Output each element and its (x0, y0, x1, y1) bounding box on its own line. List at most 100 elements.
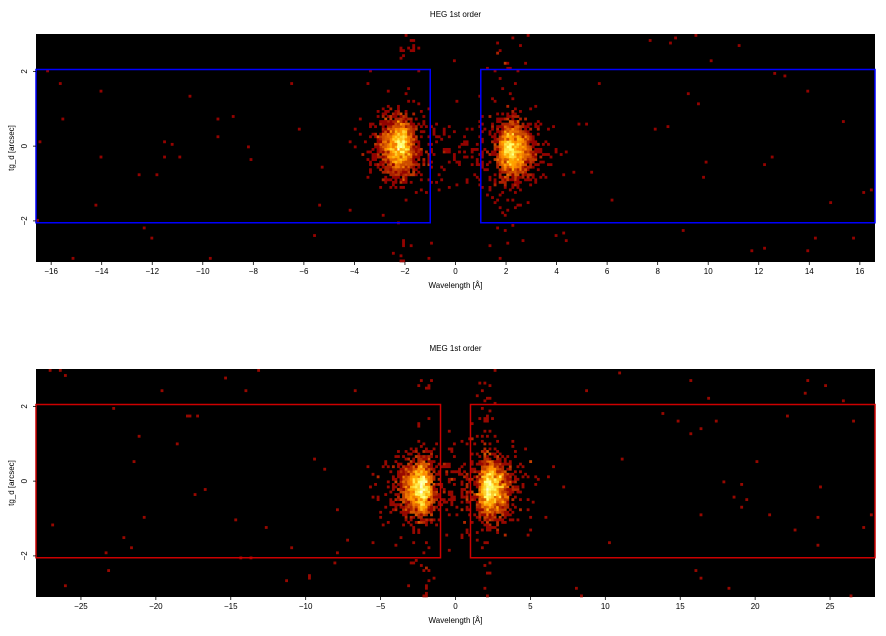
event-cell (404, 450, 408, 453)
event-cell (513, 153, 517, 156)
event-cell (422, 450, 426, 453)
event-cell (402, 470, 405, 474)
y-axis-label: tg_d [arcsec] (7, 125, 16, 171)
event-cell (407, 170, 411, 174)
event-cell (48, 369, 52, 372)
event-cell (498, 130, 502, 134)
event-cell (516, 175, 520, 179)
event-cell (521, 173, 525, 177)
event-cell (496, 460, 500, 464)
event-cell (526, 122, 530, 126)
event-cell (475, 480, 479, 484)
event-cell (493, 462, 497, 466)
event-cell (432, 485, 436, 489)
event-cell (391, 120, 395, 123)
event-cell (399, 140, 403, 144)
event-cell (407, 153, 411, 156)
event-cell (424, 493, 428, 496)
event-cell (541, 142, 545, 146)
event-cell (501, 211, 505, 215)
event-cell (450, 470, 454, 474)
event-cell (412, 480, 416, 484)
event-cell (409, 467, 413, 471)
event-cell (369, 160, 372, 164)
event-cell (506, 208, 510, 212)
event-cell (440, 483, 444, 486)
event-cell (529, 145, 533, 149)
event-cell (402, 490, 405, 494)
event-cell (412, 528, 416, 532)
event-cell (369, 168, 372, 172)
event-cell (516, 170, 520, 174)
event-cell (407, 490, 411, 494)
event-cell (430, 485, 433, 489)
event-cell (394, 120, 398, 123)
event-cell (374, 153, 377, 156)
event-cell (381, 160, 385, 164)
event-cell (460, 483, 464, 486)
event-cell (414, 513, 418, 517)
event-cell (458, 150, 461, 154)
event-cell (399, 120, 403, 123)
event-cell (519, 137, 522, 141)
event-cell (496, 475, 500, 479)
event-cell (419, 477, 423, 481)
event-cell (473, 513, 477, 517)
event-cell (94, 203, 98, 207)
event-cell (397, 127, 400, 131)
event-cell (486, 495, 489, 499)
event-cell (430, 510, 433, 514)
event-cell (407, 125, 411, 129)
event-cell (427, 472, 431, 476)
event-cell (419, 470, 423, 474)
event-cell (402, 155, 405, 159)
event-cell (404, 150, 408, 154)
event-cell (506, 163, 510, 167)
event-cell (503, 505, 507, 509)
event-cell (369, 69, 372, 73)
event-cell (503, 163, 507, 167)
event-cell (496, 495, 500, 499)
event-cell (427, 460, 431, 464)
event-cell (386, 160, 390, 164)
event-cell (447, 498, 451, 502)
event-cell (470, 462, 474, 466)
event-cell (480, 137, 484, 141)
event-cell (768, 513, 772, 517)
event-cell (407, 117, 411, 121)
event-cell (513, 158, 517, 161)
event-cell (407, 467, 411, 471)
event-cell (384, 160, 388, 164)
event-cell (389, 135, 393, 139)
event-cell (496, 480, 500, 484)
event-cell (397, 163, 400, 167)
event-cell (488, 485, 492, 489)
event-cell (414, 510, 418, 514)
event-cell (437, 483, 441, 486)
event-cell (424, 125, 428, 129)
event-cell (412, 477, 416, 481)
event-cell (399, 488, 403, 491)
event-cell (419, 498, 423, 502)
event-cell (498, 465, 502, 469)
event-cell (407, 452, 411, 456)
event-cell (498, 153, 502, 156)
event-cell (498, 77, 502, 80)
event-cell (412, 112, 416, 116)
event-cell (231, 115, 235, 118)
event-cell (399, 477, 403, 481)
event-cell (399, 163, 403, 167)
event-cell (508, 142, 512, 146)
event-cell (422, 465, 426, 469)
event-cell (501, 455, 505, 458)
event-cell (427, 457, 431, 461)
event-cell (498, 467, 502, 471)
event-cell (496, 531, 500, 534)
event-cell (498, 483, 502, 486)
event-cell (496, 523, 500, 527)
event-cell (414, 455, 418, 458)
event-cell (483, 541, 487, 545)
event-cell (394, 508, 398, 512)
event-cell (424, 508, 428, 512)
event-cell (483, 523, 487, 527)
